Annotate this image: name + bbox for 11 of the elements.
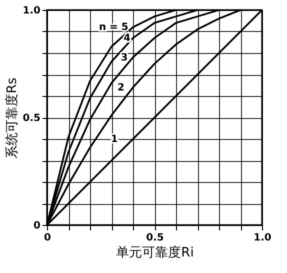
y-tick-label: 1.0: [22, 6, 41, 16]
x-tick-label: 1.0: [254, 232, 272, 244]
y-tick-label: 0.5: [22, 113, 41, 124]
annotation: 3: [120, 52, 128, 64]
annotation: 4: [124, 32, 131, 44]
x-tick-label: 0: [44, 232, 52, 244]
y-axis-title: 系统可靠度Rs: [4, 77, 20, 158]
annotation: 2: [118, 82, 124, 94]
y-tick-label: 0: [34, 220, 41, 232]
x-tick-label: 0.5: [146, 232, 164, 244]
x-axis-title: 单元可靠度Ri: [116, 244, 194, 260]
